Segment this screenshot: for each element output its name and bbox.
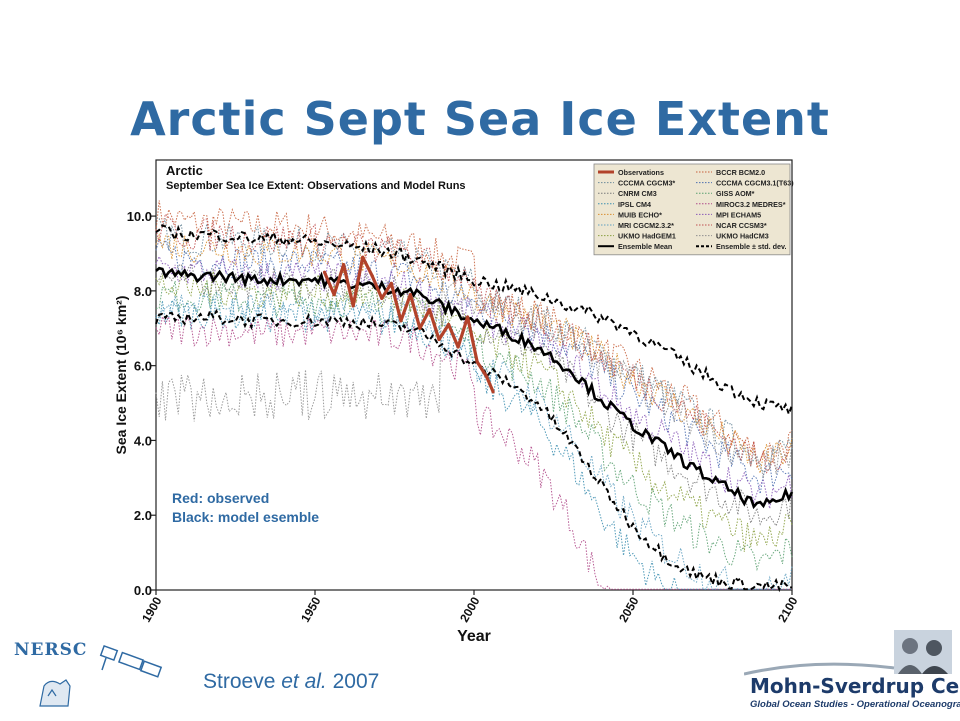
- y-tick-label: 4.0: [134, 433, 152, 448]
- observation-point: [380, 296, 384, 300]
- y-axis-label: Sea Ice Extent (10⁶ km²): [113, 296, 129, 455]
- legend-label: UKMO HadGEM1: [618, 232, 676, 241]
- model-run-line: [155, 217, 793, 473]
- nersc-logo: NERSC: [10, 628, 180, 716]
- legend-label: IPSL CM4: [618, 200, 651, 209]
- legend-label: MRI CGCM2.3.2*: [618, 221, 674, 230]
- model-run-line: [155, 296, 792, 590]
- legend-label: UKMO HadCM3: [716, 232, 769, 241]
- legend-label: Ensemble ± std. dev.: [716, 242, 787, 251]
- observation-point: [322, 270, 327, 274]
- mohn-sverdrup-name: Mohn-Sverdrup Center: [750, 674, 960, 698]
- x-tick-label: 2100: [775, 594, 801, 624]
- x-tick-label: 1950: [298, 594, 324, 624]
- model-run-line: [155, 237, 793, 494]
- mohn-sverdrup-subtitle: Global Ocean Studies - Operational Ocean…: [750, 699, 960, 710]
- observation-point: [332, 293, 336, 297]
- x-tick-label: 2000: [457, 594, 483, 624]
- chart-title: Arctic: [166, 163, 203, 178]
- observation-point: [427, 307, 432, 312]
- satellite-bear-icon: [39, 644, 163, 707]
- nersc-logo-text: NERSC: [14, 640, 88, 660]
- ensemble-std-dev-line: [155, 224, 793, 417]
- chart-subtitle: September Sea Ice Extent: Observations a…: [166, 180, 466, 192]
- legend-label: MPI ECHAM5: [716, 210, 761, 219]
- y-tick-label: 8.0: [134, 284, 152, 299]
- observation-point: [342, 263, 346, 267]
- x-tick-label: 1900: [139, 594, 165, 624]
- citation: Stroeve et al. 2007: [203, 670, 379, 694]
- observation-point: [456, 345, 460, 349]
- model-run-line: [155, 255, 793, 509]
- model-run-line: [155, 280, 793, 572]
- citation-year: 2007: [332, 670, 380, 693]
- observation-point: [361, 255, 365, 259]
- model-run-line: [155, 291, 793, 591]
- mohn-sverdrup-logo: Mohn-Sverdrup Center Global Ocean Studie…: [743, 628, 960, 716]
- observation-point: [485, 375, 489, 379]
- legend-label: CCCMA CGCM3.1(T63): [716, 179, 794, 188]
- observation-point: [437, 337, 441, 342]
- observation-point: [399, 319, 403, 323]
- citation-etal: et al.: [281, 670, 327, 693]
- observation-point: [408, 293, 412, 297]
- observation-point: [491, 390, 495, 394]
- legend-label: NCAR CCSM3*: [716, 221, 767, 230]
- model-run-line: [155, 271, 793, 552]
- legend-label: Observations: [618, 168, 664, 177]
- observation-point: [418, 326, 422, 330]
- y-tick-label: 10.0: [127, 209, 152, 224]
- legend-label: MIROC3.2 MEDRES*: [716, 200, 786, 209]
- sea-ice-chart: 0.0 2.0 4.0 6.0 8.0 10.0 1900 1950 2000 2050 2100 Y…: [113, 159, 801, 645]
- legend-label: CCCMA CGCM3*: [618, 179, 675, 188]
- observation-point: [370, 274, 374, 278]
- model-run-line: [155, 200, 793, 470]
- model-run-line: [155, 280, 793, 479]
- annotation-text: Black: model esemble: [172, 509, 319, 525]
- ensemble-mean-line: [155, 266, 794, 510]
- founders-portrait-icon: [743, 630, 952, 676]
- citation-author: Stroeve: [203, 670, 276, 693]
- x-tick-label: 2050: [616, 594, 642, 624]
- observation-point: [389, 281, 393, 285]
- legend-label: BCCR BCM2.0: [716, 168, 765, 177]
- ensemble-std-dev-line: [155, 308, 793, 593]
- observation-point: [466, 315, 470, 319]
- legend-label: CNRM CM3: [618, 189, 657, 198]
- legend-label: GISS AOM*: [716, 189, 755, 198]
- model-run-line: [155, 213, 793, 474]
- y-tick-label: 2.0: [134, 508, 152, 523]
- x-axis-label: Year: [457, 628, 491, 645]
- annotation-text: Red: observed: [172, 490, 269, 506]
- legend-box: [593, 163, 791, 256]
- legend-label: MUIB ECHO*: [618, 210, 662, 219]
- y-tick-label: 6.0: [134, 359, 152, 374]
- slide-title: Arctic Sept Sea Ice Extent: [130, 92, 830, 146]
- y-tick-label: 0.0: [134, 583, 152, 598]
- observation-point: [351, 304, 355, 308]
- observation-point: [446, 322, 451, 327]
- observation-point: [475, 360, 479, 364]
- legend-label: Ensemble Mean: [618, 242, 672, 251]
